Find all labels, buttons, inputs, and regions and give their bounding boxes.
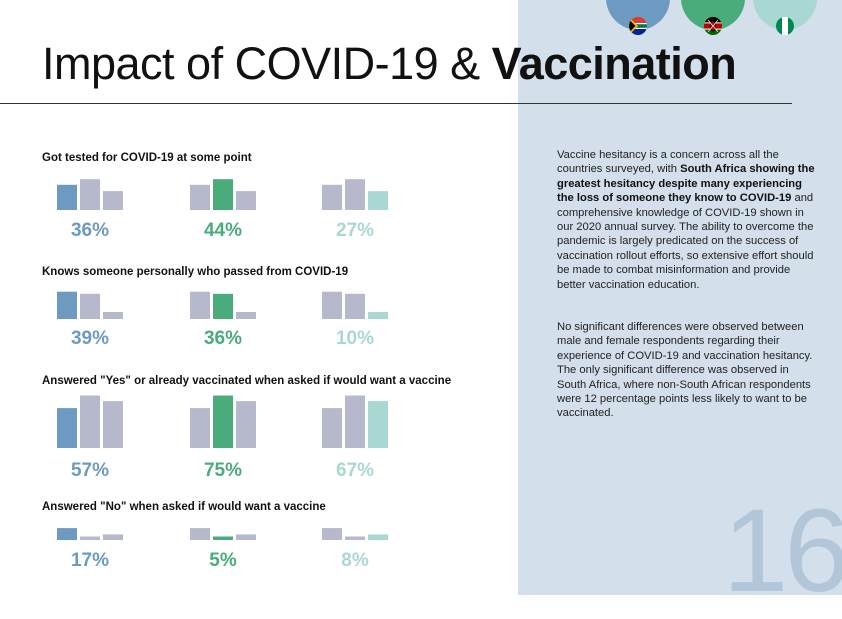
chart-3-title: Answered "Yes" or already vaccinated whe…	[42, 375, 452, 387]
chart-3-value-label-1: 57%	[71, 460, 109, 481]
body-paragraph-2: No significant differences were observed…	[557, 320, 819, 421]
chart-1-group-1-bar-1	[57, 184, 77, 210]
chart-4-group-3-bar-2	[345, 536, 365, 540]
body-paragraph-1: Vaccine hesitancy is a concern across al…	[557, 148, 819, 292]
chart-4-group-2-bar-3	[236, 534, 256, 540]
chart-1-group-2-bar-3	[236, 191, 256, 210]
chart-2-value-label-3: 10%	[336, 328, 374, 349]
chart-1-title: Got tested for COVID-19 at some point	[42, 152, 252, 164]
bar-charts: 36% 44% 27% 39% 36% 10% 57% 75% 67% 17% 5% 8%	[57, 179, 388, 571]
chart-1-group-1-bar-2	[80, 179, 100, 210]
chart-4-title: Answered "No" when asked if would want a…	[42, 501, 326, 513]
chart-3-value-label-2: 75%	[204, 460, 242, 481]
chart-3-group-1-bar-2	[80, 395, 100, 448]
chart-2-group-2-bar-3	[236, 312, 256, 319]
chart-4-group-2-bar-1	[190, 528, 210, 540]
chart-3-group-1-bar-3	[103, 401, 123, 448]
chart-2-group-1-bar-1	[57, 291, 77, 319]
chart-4-group-1-bar-1	[57, 528, 77, 540]
chart-2-group-2-bar-2	[213, 293, 233, 319]
chart-4-value-label-2: 5%	[209, 550, 237, 571]
south-africa-flag-icon	[629, 17, 647, 35]
chart-2-group-2-bar-1	[190, 291, 210, 319]
chart-3-group-1-bar-1	[57, 408, 77, 448]
chart-1-value-label-1: 36%	[71, 220, 109, 241]
chart-3-group-2-bar-3	[236, 401, 256, 448]
chart-3-group-3-bar-2	[345, 395, 365, 448]
chart-2-group-1-bar-3	[103, 312, 123, 319]
chart-1-value-label-3: 27%	[336, 220, 374, 241]
page-title: Impact of COVID-19 & Vaccination	[42, 38, 737, 90]
chart-1-group-1-bar-3	[103, 191, 123, 210]
chart-3-group-2-bar-1	[190, 408, 210, 448]
right-panel: 16	[518, 0, 842, 617]
chart-1-value-label-2: 44%	[204, 220, 242, 241]
chart-3-group-2-bar-2	[213, 395, 233, 448]
paragraph-2-segment-1: No significant differences were observed…	[557, 321, 813, 420]
nigeria-flag-icon	[776, 17, 794, 35]
chart-2-group-3-bar-3	[368, 312, 388, 319]
chart-4-value-label-3: 8%	[341, 550, 369, 571]
chart-1-group-2-bar-2	[213, 179, 233, 210]
chart-4-group-3-bar-1	[322, 528, 342, 540]
title-normal: Impact of COVID-19 &	[42, 38, 492, 89]
chart-4-value-label-1: 17%	[71, 550, 109, 571]
chart-4-group-1-bar-2	[80, 536, 100, 540]
chart-2-value-label-2: 36%	[204, 328, 242, 349]
title-divider	[0, 103, 792, 104]
chart-2-title: Knows someone personally who passed from…	[42, 266, 349, 278]
chart-4-group-2-bar-2	[213, 536, 233, 540]
chart-4-group-3-bar-3	[368, 534, 388, 540]
chart-1-group-2-bar-1	[190, 184, 210, 210]
chart-2-value-label-1: 39%	[71, 328, 109, 349]
page-number: 16	[722, 485, 842, 617]
chart-3-group-3-bar-1	[322, 408, 342, 448]
chart-2-group-3-bar-2	[345, 293, 365, 319]
paragraph-1-segment-3: and comprehensive knowledge of COVID-19 …	[557, 192, 814, 291]
chart-3-value-label-3: 67%	[336, 460, 374, 481]
chart-1-group-3-bar-2	[345, 179, 365, 210]
paragraph-1-segment-1: Vaccine hesitancy is a concern across al…	[557, 149, 779, 176]
chart-2-group-3-bar-1	[322, 291, 342, 319]
kenya-flag-icon	[704, 17, 722, 35]
paragraph-1-segment-2: South Africa showing the greatest hesita…	[557, 163, 815, 205]
chart-1-group-3-bar-3	[368, 191, 388, 210]
chart-2-group-1-bar-2	[80, 293, 100, 319]
chart-1-group-3-bar-1	[322, 184, 342, 210]
chart-4-group-1-bar-3	[103, 534, 123, 540]
title-bold: Vaccination	[491, 38, 737, 89]
chart-3-group-3-bar-3	[368, 401, 388, 448]
country-flag-circles	[0, 0, 842, 40]
